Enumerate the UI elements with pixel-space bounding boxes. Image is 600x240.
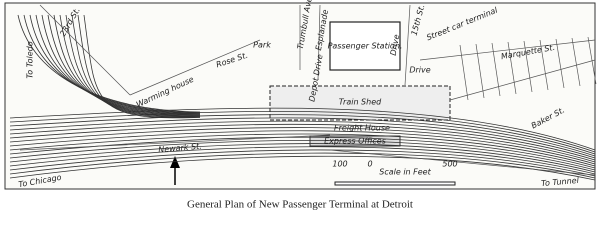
street — [459, 44, 469, 101]
map-label: To Tunnel — [541, 176, 580, 188]
track — [9, 152, 596, 179]
scale-tick-label: 100 — [332, 160, 347, 169]
street — [523, 40, 533, 93]
map-label: Express Offices — [324, 137, 386, 146]
yard-track — [47, 14, 201, 115]
scale-tick-label: 500 — [442, 160, 457, 169]
track — [9, 155, 596, 181]
street — [39, 4, 131, 96]
track — [9, 107, 596, 151]
street — [129, 39, 261, 96]
street — [555, 38, 565, 89]
yard-track — [83, 14, 201, 119]
track — [9, 143, 596, 173]
street — [329, 149, 596, 176]
track — [9, 130, 596, 165]
yard-track — [59, 14, 201, 116]
scale-tick-label: 0 — [367, 160, 372, 169]
yard-track — [77, 14, 201, 118]
yard-track — [65, 14, 201, 117]
street — [507, 41, 517, 95]
map-drawing — [9, 4, 597, 186]
map-label: Passenger Station. — [328, 42, 403, 51]
track — [9, 149, 596, 177]
street — [571, 37, 581, 87]
yard-track — [41, 14, 201, 115]
track — [9, 127, 596, 163]
track — [9, 114, 596, 155]
track — [9, 139, 596, 171]
map-label: To Toledo — [26, 41, 35, 78]
street — [491, 42, 501, 97]
map-label: Newark St. — [158, 142, 202, 155]
map-label: Drive — [409, 66, 430, 75]
scale-bar — [334, 181, 456, 186]
track — [9, 117, 596, 157]
yard-track — [53, 14, 201, 116]
track — [9, 146, 596, 175]
caption: General Plan of New Passenger Terminal a… — [187, 199, 413, 211]
station-building — [329, 21, 401, 71]
map-label: Freight House — [334, 124, 390, 133]
scale-title: Scale in Feet — [379, 168, 431, 177]
street — [19, 134, 331, 151]
street — [317, 4, 321, 81]
map-label: Train Shed — [339, 98, 382, 107]
street — [539, 39, 549, 91]
track — [9, 123, 596, 161]
map-label: Drive — [389, 34, 402, 57]
street — [404, 4, 411, 86]
street — [475, 43, 485, 99]
yard-track — [35, 14, 201, 114]
track — [9, 120, 596, 159]
track — [9, 110, 596, 153]
track — [9, 133, 596, 167]
yard-track — [71, 14, 201, 118]
map-label: Park — [253, 41, 271, 50]
street — [419, 39, 596, 61]
street — [449, 59, 596, 101]
north-arrow-head — [170, 156, 180, 168]
page: To Toledo 23rd St. Warming house Rose St. Pa… — [4, 0, 597, 211]
street — [587, 36, 597, 85]
